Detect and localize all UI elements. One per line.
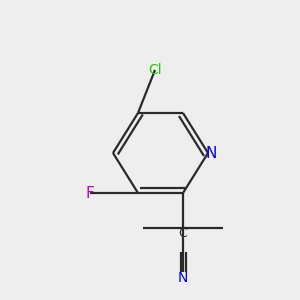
Text: Cl: Cl — [148, 63, 162, 77]
Text: N: N — [205, 146, 217, 160]
Text: N: N — [178, 271, 188, 285]
Text: C: C — [178, 227, 188, 240]
Text: F: F — [85, 185, 94, 200]
